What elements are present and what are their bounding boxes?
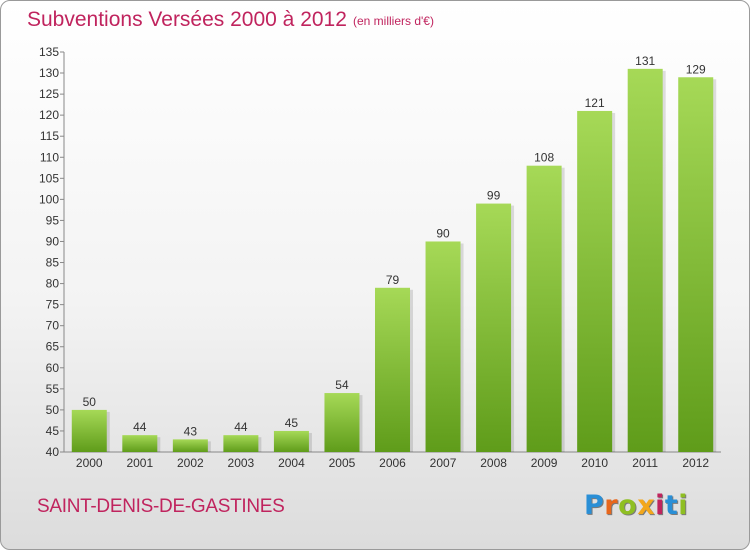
x-tick-label: 2004 — [278, 456, 305, 470]
bar — [526, 165, 562, 452]
y-tick-label: 85 — [46, 256, 60, 270]
bar-value-label: 129 — [686, 62, 706, 76]
x-tick-label: 2012 — [682, 456, 709, 470]
bar — [324, 393, 360, 452]
bar-value-label: 79 — [386, 273, 400, 287]
logo-letter: P — [584, 490, 605, 521]
x-tick-label: 2003 — [228, 456, 255, 470]
x-tick-label: 2006 — [379, 456, 406, 470]
x-tick-label: 2010 — [581, 456, 608, 470]
bar — [627, 68, 663, 452]
logo-letter: r — [604, 490, 619, 521]
bar-value-label: 90 — [436, 226, 450, 240]
town-name: SAINT-DENIS-DE-GASTINES — [37, 496, 285, 517]
logo-letter: t — [664, 490, 679, 521]
bar-value-label: 54 — [335, 378, 349, 392]
y-tick-label: 110 — [40, 150, 59, 164]
y-tick-label: 95 — [46, 213, 60, 227]
bar-value-label: 44 — [234, 420, 248, 434]
x-tick-label: 2011 — [632, 456, 658, 470]
bar — [678, 77, 714, 453]
y-tick-label: 55 — [46, 382, 60, 396]
x-tick-label: 2008 — [480, 456, 507, 470]
bar — [425, 241, 461, 452]
y-tick-label: 100 — [39, 192, 59, 206]
y-tick-label: 125 — [39, 87, 59, 101]
y-tick-label: 60 — [46, 361, 60, 375]
bar-value-label: 108 — [534, 151, 554, 165]
bar — [375, 287, 410, 452]
bar-value-label: 50 — [83, 395, 97, 409]
y-tick-label: 135 — [39, 45, 59, 59]
y-tick-label: 90 — [46, 234, 60, 248]
bar-value-label: 44 — [133, 420, 147, 434]
logo-letter: i — [655, 490, 665, 521]
y-tick-label: 40 — [46, 445, 60, 459]
bar — [223, 435, 259, 452]
logo-letter: i — [678, 490, 689, 521]
y-tick-label: 80 — [46, 277, 60, 291]
y-tick-label: 65 — [46, 340, 60, 354]
y-tick-label: 45 — [46, 424, 60, 438]
bar-value-label: 121 — [585, 96, 605, 110]
bar — [577, 110, 613, 453]
bar-value-label: 99 — [487, 189, 501, 203]
bar — [273, 430, 309, 452]
y-tick-label: 70 — [46, 319, 60, 333]
bar-value-label: 43 — [184, 424, 198, 438]
y-tick-label: 75 — [46, 298, 60, 312]
proxiti-logo: Proxiti — [584, 490, 688, 521]
chart-unit: (en milliers d'€) — [353, 14, 434, 28]
y-tick-label: 115 — [40, 129, 59, 143]
x-tick-label: 2001 — [126, 456, 153, 470]
x-tick-label: 2000 — [76, 456, 103, 470]
x-tick-label: 2005 — [329, 456, 356, 470]
bar-value-label: 45 — [285, 416, 299, 430]
y-tick-label: 120 — [39, 108, 59, 122]
y-tick-label: 130 — [39, 66, 59, 80]
bar — [476, 203, 512, 452]
bar — [122, 435, 158, 452]
x-tick-label: 2007 — [430, 456, 457, 470]
x-tick-label: 2002 — [177, 456, 204, 470]
y-tick-label: 50 — [46, 403, 60, 417]
chart-title: Subventions Versées 2000 à 2012 — [27, 8, 347, 31]
bar-value-label: 131 — [635, 54, 655, 68]
y-tick-label: 105 — [39, 171, 59, 185]
x-tick-label: 2009 — [531, 456, 558, 470]
logo-letter: o — [618, 490, 638, 521]
bar — [71, 409, 107, 452]
logo-letter: x — [637, 490, 656, 521]
bar — [172, 439, 208, 452]
